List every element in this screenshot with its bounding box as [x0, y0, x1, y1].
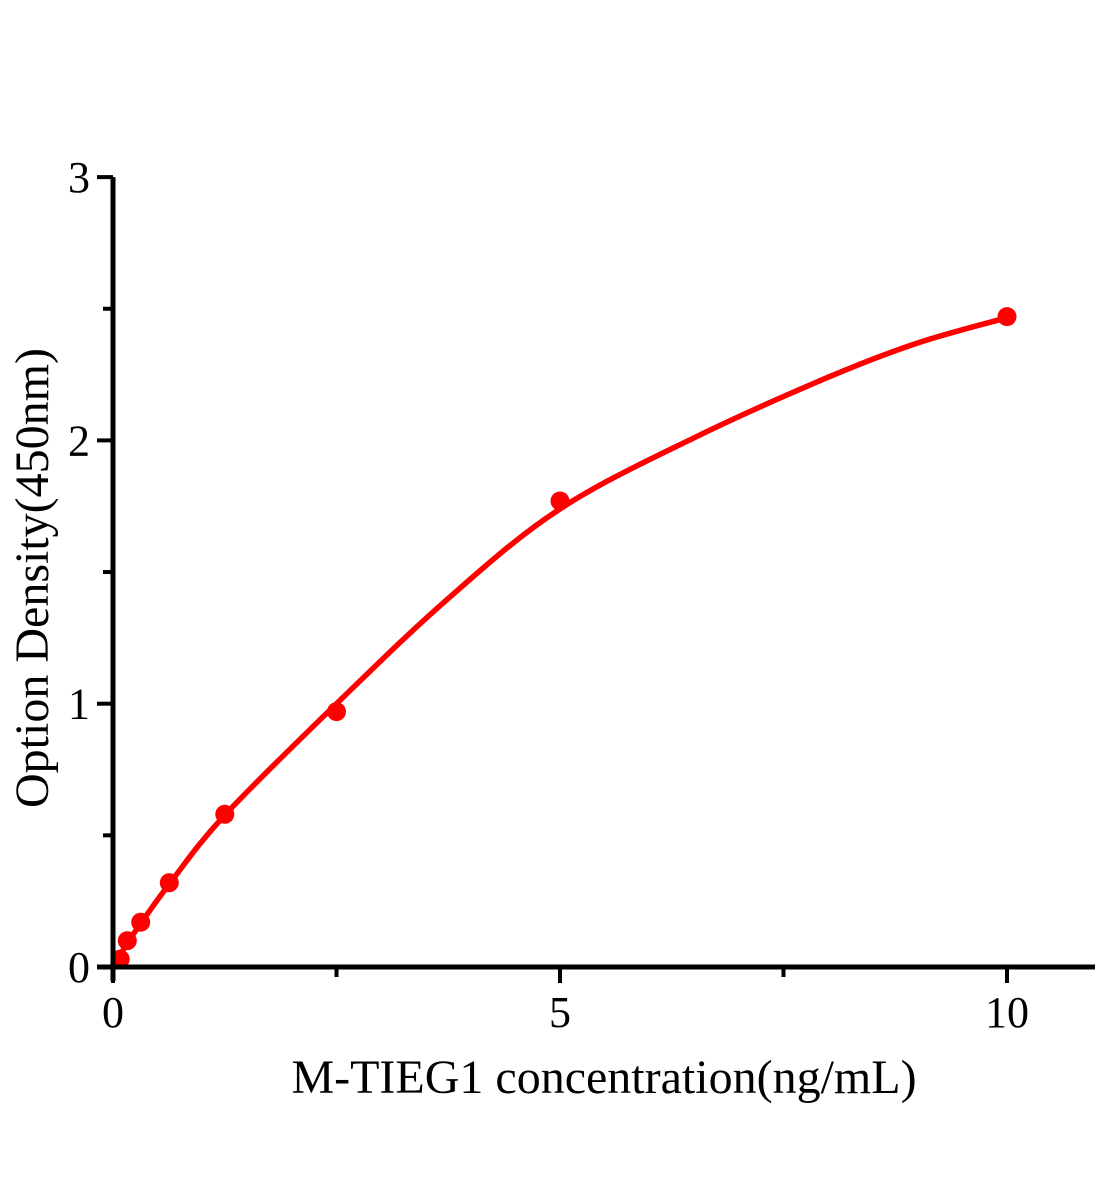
fit-curve: [110, 314, 1010, 970]
y-tick-label: 3: [68, 153, 90, 202]
y-axis-title: Option Density(450nm): [6, 348, 59, 808]
data-point: [550, 491, 570, 511]
x-tick-label: 0: [102, 988, 124, 1037]
data-point: [215, 804, 235, 824]
data-points-layer: [110, 307, 1017, 969]
x-axis-title: M-TIEG1 concentration(ng/mL): [291, 1051, 916, 1104]
y-tick-label: 1: [68, 680, 90, 729]
data-point: [117, 931, 137, 951]
x-tick-label: 10: [985, 988, 1029, 1037]
fit-curve-layer: [110, 314, 1010, 970]
axes-layer: [97, 175, 1095, 983]
x-tick-label: 5: [549, 988, 571, 1037]
data-point: [159, 873, 179, 893]
y-tick-label: 0: [68, 943, 90, 992]
tick-labels-layer: 0 5 10 0 1 2 3: [68, 153, 1029, 1037]
y-tick-label: 2: [68, 416, 90, 465]
data-point: [131, 912, 151, 932]
data-point: [327, 702, 346, 722]
data-point: [997, 307, 1017, 327]
